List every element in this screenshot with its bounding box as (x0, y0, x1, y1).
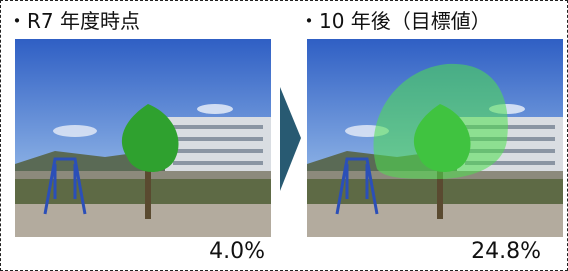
title: ・R7 年度時点 (7, 5, 140, 34)
photo-target (307, 39, 563, 237)
page: ・R7 年度時点 4.0% ・10 年後（目標値） 24.8% (0, 0, 568, 271)
value: 24.8% (471, 239, 541, 264)
value: 4.0% (209, 239, 265, 264)
photo-current (15, 39, 271, 237)
photos (1, 1, 567, 270)
arrow (280, 87, 301, 191)
title: ・10 年後（目標値） (299, 5, 491, 34)
